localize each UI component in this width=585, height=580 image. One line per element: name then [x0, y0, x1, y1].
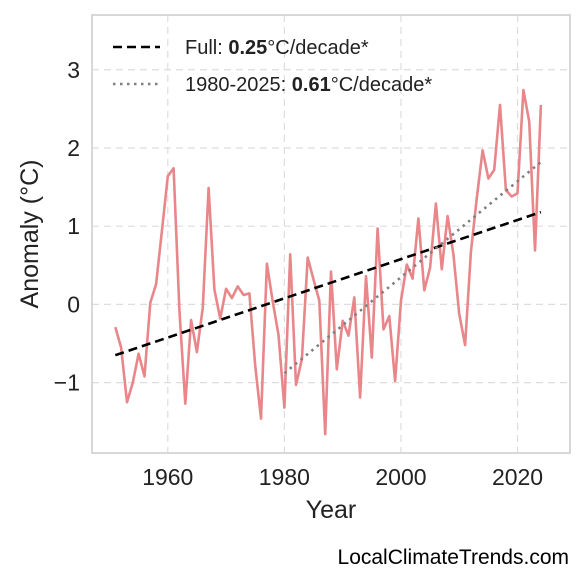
plot-frame [91, 14, 571, 454]
x-tick-label: 2000 [375, 464, 426, 490]
trend-line-dashed [114, 210, 542, 357]
axis-ticks: −1 0 1 2 3 1960 1980 2000 2020 [54, 57, 543, 490]
y-tick-label: 0 [67, 291, 80, 317]
y-tick-label: 2 [67, 135, 80, 161]
anomaly-series-line [114, 88, 543, 436]
legend-label: Full: 0.25°C/decade* [185, 37, 369, 59]
legend-label: 1980-2025: 0.61°C/decade* [185, 74, 432, 96]
x-axis-label: Year [306, 496, 357, 524]
x-tick-label: 2020 [492, 464, 543, 490]
y-axis-label: Anomaly (°C) [16, 160, 44, 309]
watermark: LocalClimateTrends.com [337, 546, 569, 569]
y-tick-label: 3 [67, 57, 80, 83]
y-tick-label: −1 [54, 370, 80, 396]
grid [92, 15, 570, 453]
y-tick-label: 1 [67, 213, 80, 239]
series [114, 88, 543, 436]
x-tick-label: 1960 [142, 464, 193, 490]
legend: Full: 0.25°C/decade* 1980-2025: 0.61°C/de… [113, 37, 432, 96]
x-tick-label: 1980 [259, 464, 310, 490]
